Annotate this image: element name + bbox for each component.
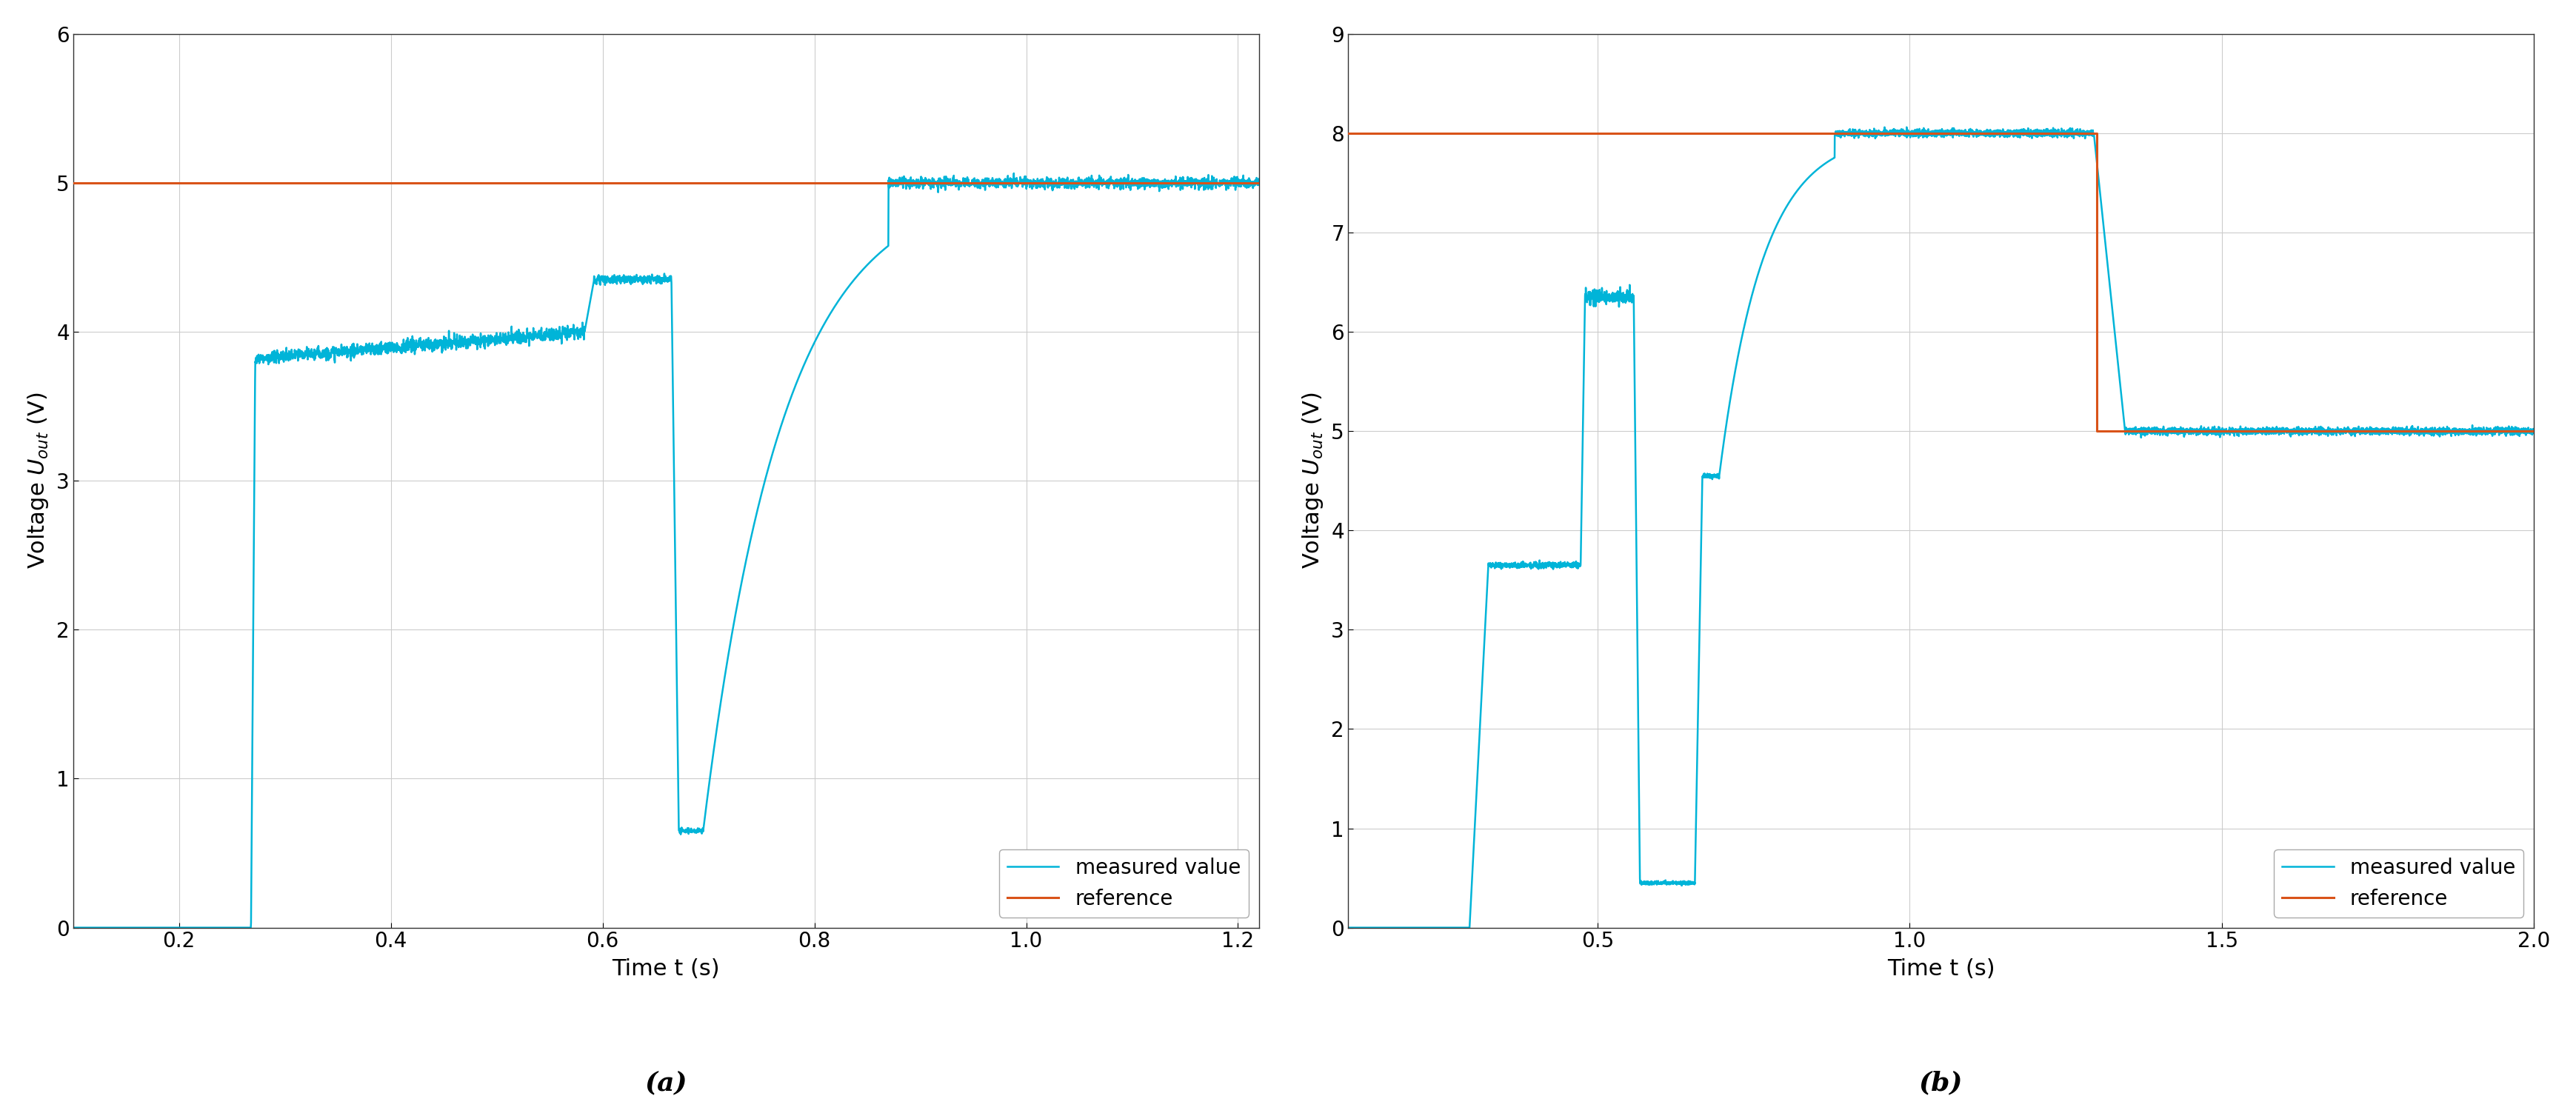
measured value [943, 177, 974, 191]
measured value [1332, 921, 1363, 934]
Line: measured value: measured value [72, 173, 1260, 927]
measured value [829, 286, 860, 299]
reference [2081, 126, 2112, 140]
Y-axis label: Voltage $U_{out}$ (V): Voltage $U_{out}$ (V) [1301, 393, 1324, 569]
measured value [2275, 423, 2306, 436]
measured value [999, 166, 1030, 180]
Line: reference: reference [1347, 133, 2535, 431]
measured value [57, 921, 88, 934]
Line: measured value: measured value [1347, 127, 2535, 927]
Text: (b): (b) [1919, 1070, 1963, 1096]
Y-axis label: Voltage $U_{out}$ (V): Voltage $U_{out}$ (V) [26, 393, 49, 569]
Legend: measured value, reference: measured value, reference [999, 849, 1249, 917]
measured value [2213, 425, 2244, 439]
measured value [273, 354, 304, 367]
reference [2081, 424, 2112, 437]
measured value [2035, 129, 2066, 143]
measured value [2087, 200, 2117, 213]
measured value [1391, 921, 1422, 934]
measured value [510, 336, 541, 349]
measured value [770, 410, 801, 423]
X-axis label: Time t (s): Time t (s) [1888, 959, 1994, 980]
reference [1332, 126, 1363, 140]
measured value [1762, 218, 1793, 231]
measured value [2519, 423, 2550, 436]
X-axis label: Time t (s): Time t (s) [613, 959, 721, 980]
Text: (a): (a) [644, 1070, 688, 1096]
Legend: measured value, reference: measured value, reference [2275, 849, 2524, 917]
measured value [1244, 179, 1275, 192]
reference [2519, 424, 2550, 437]
measured value [1891, 121, 1922, 134]
measured value [1033, 174, 1064, 187]
